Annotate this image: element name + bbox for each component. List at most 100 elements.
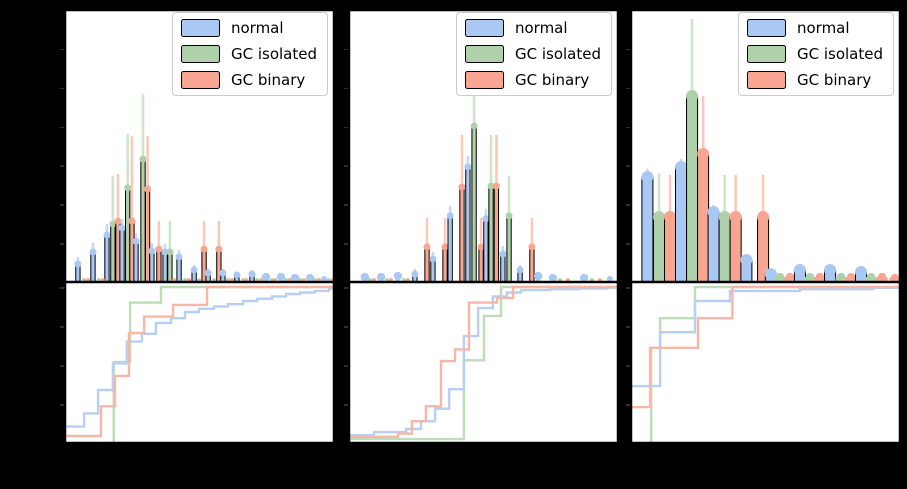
histogram-bar	[133, 240, 139, 282]
bar-cap-marker	[470, 122, 478, 130]
y-axis-tick	[626, 87, 630, 90]
histogram-bar	[447, 215, 453, 282]
histogram-bar	[663, 216, 677, 282]
legend-entry: normal	[180, 19, 317, 37]
bar-cap-marker	[128, 217, 136, 225]
bar-cap-marker	[219, 269, 227, 277]
panel-right: normal GC isolated GC binary	[626, 0, 900, 489]
legend-label: GC isolated	[514, 44, 601, 63]
bar-cap-marker	[664, 210, 677, 223]
bar-cap-marker	[641, 171, 654, 184]
y-axis-tick	[60, 243, 64, 245]
bar-cap-marker	[528, 243, 536, 251]
y-axis-tick	[344, 126, 348, 129]
histogram-bar	[641, 176, 654, 282]
bar-cap-marker	[393, 271, 403, 281]
bar-cap-marker	[155, 245, 163, 253]
histogram-bar	[104, 234, 110, 282]
histogram-bar	[176, 256, 182, 282]
bar-cap-marker	[533, 271, 543, 281]
bar-cap-marker	[464, 163, 472, 171]
bar-cap-marker	[815, 272, 825, 282]
histogram-bar	[529, 246, 535, 282]
legend-entry: GC binary	[746, 71, 883, 89]
histogram-bar	[424, 246, 430, 282]
axes-border	[65, 10, 334, 282]
cdf-plot	[349, 282, 618, 443]
histogram-bar	[110, 223, 116, 282]
bar-cap-marker	[74, 260, 82, 268]
histogram-bar	[686, 95, 699, 282]
legend-entry: GC binary	[180, 70, 317, 89]
bar-cap-marker	[458, 183, 466, 191]
bar-cap-marker	[652, 210, 665, 223]
bar-cap-marker	[718, 210, 731, 223]
axes-border	[349, 282, 618, 443]
bar-cap-marker	[139, 155, 147, 163]
bar-cap-marker	[305, 273, 315, 282]
bar-cap-marker	[103, 231, 111, 239]
bar-cap-marker	[877, 272, 887, 282]
y-axis-tick	[626, 126, 630, 129]
bar-cap-marker	[200, 245, 208, 253]
bar-cap-marker	[321, 276, 328, 282]
legend-swatch-icon	[746, 45, 786, 63]
y-axis-tick	[344, 87, 348, 90]
bar-cap-marker	[132, 237, 140, 245]
axes-border	[631, 282, 900, 443]
bar-cap-marker	[854, 265, 867, 278]
histogram-bar	[478, 246, 484, 282]
panel-left: normal GC isolated GC binary	[60, 0, 334, 489]
legend-label: normal	[514, 18, 568, 37]
bar-cap-marker	[606, 276, 613, 282]
bar-cap-marker	[290, 273, 300, 282]
cdf-plot	[65, 282, 334, 443]
y-axis-tick	[626, 365, 630, 367]
bar-cap-marker	[190, 266, 198, 274]
legend-swatch-icon	[180, 19, 220, 37]
y-axis-tick	[626, 243, 630, 245]
legend-swatch-icon	[180, 71, 220, 89]
bar-cap-marker	[785, 272, 795, 282]
legend-label: GC binary	[230, 70, 306, 89]
bar-cap-marker	[376, 272, 386, 282]
legend-label: GC isolated	[230, 44, 317, 63]
histogram-bar	[500, 253, 506, 282]
y-axis-tick	[60, 87, 64, 90]
histogram-bar	[162, 251, 168, 282]
histogram-bar	[652, 216, 665, 282]
histogram-bar	[471, 125, 477, 282]
bar-cap-marker	[446, 212, 454, 220]
bar-cap-marker	[580, 273, 589, 282]
bar-cap-marker	[429, 255, 437, 263]
bar-cap-marker	[204, 269, 212, 277]
bar-cap-marker	[505, 212, 513, 220]
bar-cap-marker	[411, 270, 419, 278]
legend-label: GC isolated	[796, 44, 883, 63]
bar-cap-marker	[890, 273, 899, 282]
legend-swatch-icon	[180, 45, 220, 63]
bar-cap-marker	[144, 185, 152, 193]
legend-label: GC binary	[514, 70, 590, 89]
bar-cap-marker	[548, 273, 557, 282]
y-axis-tick	[60, 48, 64, 51]
bar-cap-marker	[175, 253, 183, 261]
bar-cap-marker	[118, 224, 126, 232]
bar-cap-marker	[482, 215, 490, 223]
y-axis-tick	[626, 165, 630, 167]
histogram-bar	[144, 188, 151, 282]
bar-cap-marker	[114, 217, 122, 225]
cdf-step-line-normal	[65, 287, 334, 428]
axes-border	[65, 282, 334, 443]
bar-cap-marker	[775, 272, 785, 282]
y-axis-tick	[626, 287, 630, 289]
plot-background	[631, 282, 900, 443]
legend-entry: GC isolated	[180, 44, 317, 63]
y-axis-tick	[626, 204, 630, 206]
bar-cap-marker	[836, 272, 846, 282]
legend-swatch-icon	[464, 45, 504, 63]
histogram-bar	[729, 216, 742, 282]
legend: normal GC isolated GC binary	[455, 12, 612, 96]
bar-cap-marker	[740, 253, 753, 266]
